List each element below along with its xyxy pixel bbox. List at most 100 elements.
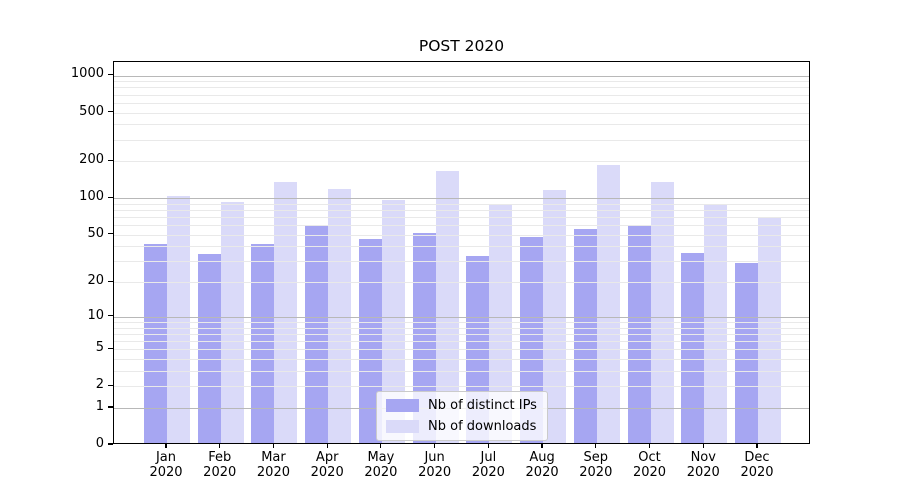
year-label: 2020 <box>418 464 452 480</box>
y-tick-label: 0 <box>95 436 104 451</box>
x-tick-mark <box>219 444 221 448</box>
bar-downloads-sep <box>596 165 620 443</box>
gridline-minor <box>114 81 809 83</box>
x-tick-mark <box>702 444 704 448</box>
gridline-minor <box>114 217 809 218</box>
gridline-minor <box>114 124 809 126</box>
gridline-minor <box>114 161 809 163</box>
y-tick-mark <box>108 443 113 445</box>
y-tick-mark <box>108 196 113 198</box>
year-label: 2020 <box>256 464 290 480</box>
month-label: Aug <box>529 450 555 465</box>
bar-downloads-aug <box>543 189 567 443</box>
year-label: 2020 <box>686 464 720 480</box>
year-label: 2020 <box>471 464 505 480</box>
gridline-minor <box>114 139 809 141</box>
month-label: Sep <box>583 450 609 465</box>
gridline-minor <box>114 112 809 114</box>
month-label: Apr <box>315 450 339 465</box>
bar-downloads-oct <box>650 182 674 443</box>
x-tick-label-nov: Nov 2020 <box>673 450 733 480</box>
bar-downloads-nov <box>704 205 728 443</box>
legend-item-downloads: Nb of downloads <box>386 419 537 434</box>
bar-downloads-jun <box>435 171 459 443</box>
month-label: Jun <box>424 450 445 465</box>
y-tick-mark <box>108 384 113 386</box>
month-label: Mar <box>261 450 286 465</box>
gridline-minor <box>114 340 809 342</box>
gridline-major <box>114 75 809 77</box>
month-label: Dec <box>744 450 770 465</box>
legend-label: Nb of distinct IPs <box>428 398 537 413</box>
year-label: 2020 <box>203 464 237 480</box>
gridline-minor <box>114 282 809 284</box>
y-tick-mark <box>108 347 113 349</box>
gridline-major <box>114 198 809 200</box>
y-tick-label: 1000 <box>70 66 104 82</box>
x-tick-mark <box>326 444 328 448</box>
bar-downloads-jan <box>167 196 190 443</box>
gridline-minor <box>114 349 809 351</box>
gridline-minor <box>114 261 809 263</box>
plot-area: Nb of distinct IPs Nb of downloads <box>113 61 810 444</box>
gridline-minor <box>114 210 809 211</box>
gridline-minor <box>114 246 809 248</box>
legend: Nb of distinct IPs Nb of downloads <box>376 391 548 441</box>
y-tick-mark <box>108 406 113 408</box>
x-tick-label-oct: Oct 2020 <box>620 450 680 480</box>
month-label: Feb <box>208 450 232 465</box>
gridline-minor <box>114 370 809 372</box>
y-tick-label: 20 <box>87 273 104 289</box>
legend-swatch-downloads <box>386 420 419 433</box>
legend-swatch-distinct-ips <box>386 399 419 412</box>
bar-downloads-jul <box>489 204 513 443</box>
y-tick-label: 10 <box>87 307 104 323</box>
x-tick-label-may: May 2020 <box>351 450 411 480</box>
month-label: May <box>367 450 395 465</box>
bar-distinct-ips-nov <box>681 252 705 443</box>
x-tick-label-sep: Sep 2020 <box>566 450 626 480</box>
bar-downloads-dec <box>758 216 781 443</box>
y-tick-label: 2 <box>95 377 104 393</box>
bar-distinct-ips-jun <box>412 232 436 443</box>
year-label: 2020 <box>740 464 774 480</box>
y-tick-label: 200 <box>79 152 104 168</box>
year-label: 2020 <box>632 464 667 480</box>
month-label: Jul <box>480 450 497 465</box>
bar-distinct-ips-dec <box>735 262 758 443</box>
y-tick-mark <box>108 110 113 113</box>
gridline-major <box>114 316 809 318</box>
x-tick-mark <box>165 444 167 448</box>
legend-item-distinct-ips: Nb of distinct IPs <box>386 398 537 413</box>
year-label: 2020 <box>149 464 183 480</box>
gridline-minor <box>114 234 809 236</box>
gridline-minor <box>114 333 809 335</box>
bar-distinct-ips-feb <box>197 254 221 443</box>
y-tick-label: 50 <box>87 225 104 241</box>
legend-label: Nb of downloads <box>428 419 537 434</box>
y-tick-mark <box>108 233 113 235</box>
x-tick-label-jun: Jun 2020 <box>405 450 465 480</box>
chart-title: POST 2020 <box>418 37 505 55</box>
y-tick-label: 500 <box>79 103 104 119</box>
y-tick-mark <box>108 315 113 317</box>
x-tick-mark <box>648 444 651 448</box>
bar-downloads-may <box>381 200 405 443</box>
y-tick-label: 5 <box>95 340 104 356</box>
y-tick-label: 1 <box>95 398 104 414</box>
gridline-minor <box>114 203 809 205</box>
x-tick-label-jul: Jul 2020 <box>458 450 518 480</box>
x-tick-mark <box>541 444 543 448</box>
month-label: Oct <box>638 450 661 465</box>
gridline-minor <box>114 102 809 104</box>
year-label: 2020 <box>579 464 613 480</box>
year-label: 2020 <box>310 464 344 480</box>
gridline-minor <box>114 94 809 96</box>
bar-downloads-apr <box>328 188 352 443</box>
month-label: Jan <box>155 450 177 465</box>
gridline-minor <box>114 225 809 227</box>
gridline-minor <box>114 327 809 329</box>
x-tick-label-aug: Aug 2020 <box>512 450 572 480</box>
x-tick-mark <box>380 444 382 448</box>
